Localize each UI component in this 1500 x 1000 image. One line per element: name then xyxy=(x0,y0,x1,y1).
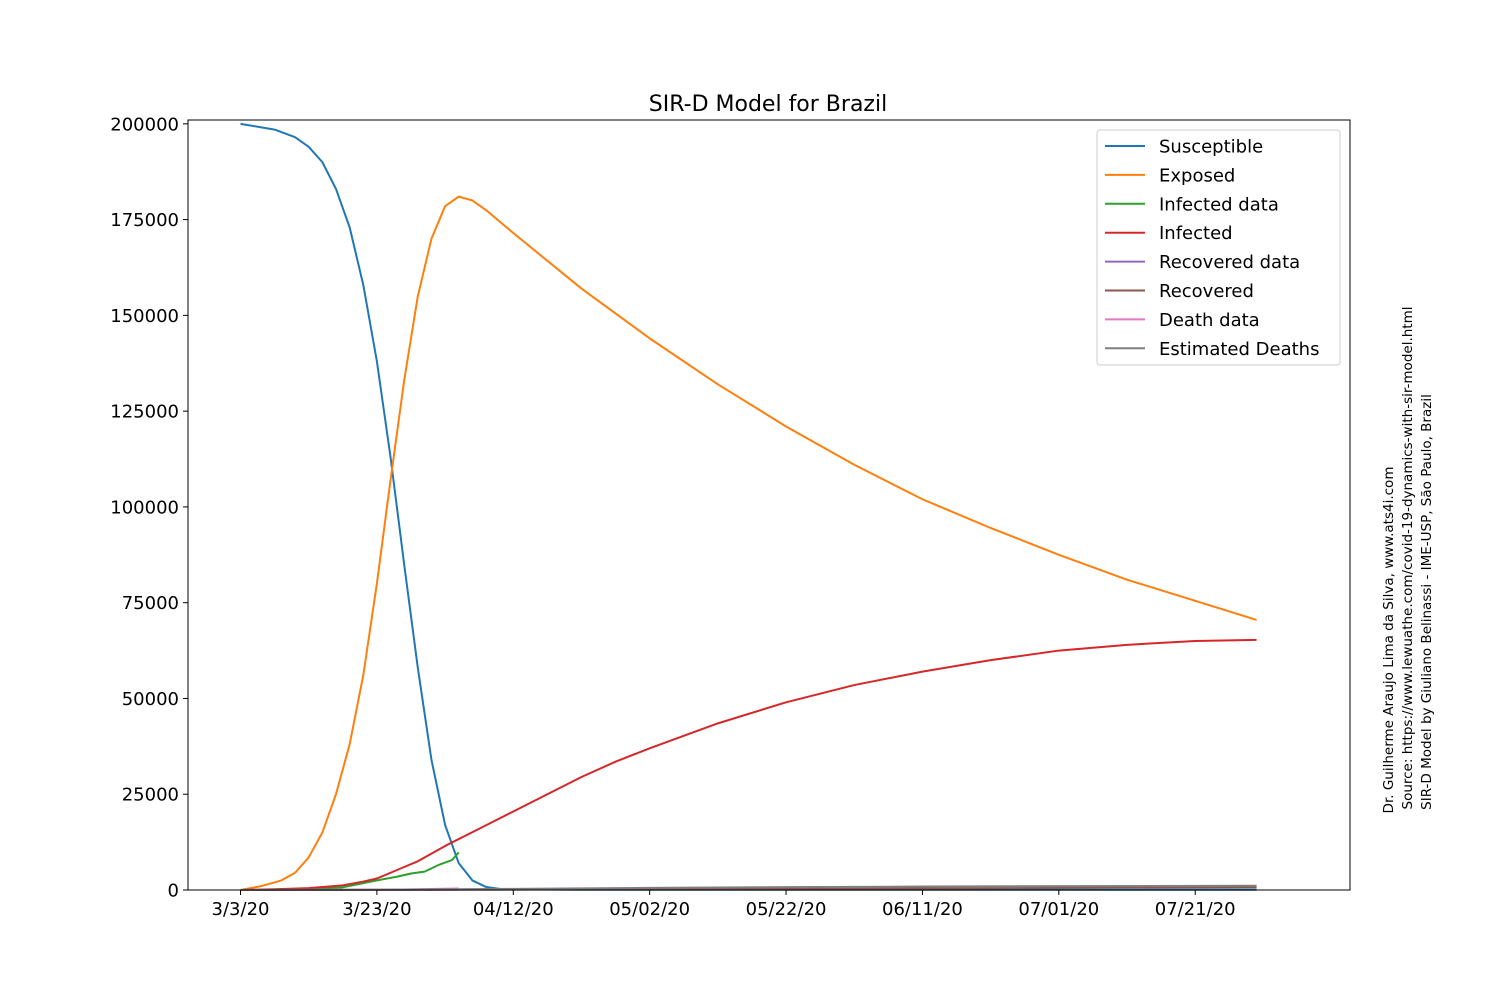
series-line-2 xyxy=(240,851,460,891)
side-note-author: Dr. Guilherme Araujo Lima da Silva, www.… xyxy=(1381,467,1397,814)
y-tick-label-4: 100000 xyxy=(110,497,179,518)
y-tick-label-3: 75000 xyxy=(122,593,179,614)
legend-label-7: Estimated Deaths xyxy=(1159,339,1319,360)
y-tick-label-7: 175000 xyxy=(110,210,179,231)
x-tick-label-6: 07/01/20 xyxy=(1018,899,1099,920)
y-tick-label-1: 25000 xyxy=(122,785,179,806)
side-note-model: SIR-D Model by Giuliano Belinassi - IME-… xyxy=(1419,394,1435,810)
legend-label-3: Infected xyxy=(1159,223,1233,244)
y-tick-label-8: 200000 xyxy=(110,114,179,135)
x-tick-label-1: 3/23/20 xyxy=(342,899,411,920)
legend-label-6: Death data xyxy=(1159,310,1260,331)
x-axis: 3/3/20 3/23/20 04/12/20 05/02/20 05/22/20 06/… xyxy=(212,890,1236,920)
legend-box xyxy=(1096,129,1341,366)
legend: Susceptible Exposed Infected data Infected R… xyxy=(1096,129,1341,366)
y-tick-label-2: 50000 xyxy=(122,689,179,710)
x-tick-label-5: 06/11/20 xyxy=(882,899,963,920)
y-tick-label-5: 125000 xyxy=(110,402,179,423)
legend-label-1: Exposed xyxy=(1159,165,1235,186)
x-tick-label-0: 3/3/20 xyxy=(212,899,270,920)
legend-label-5: Recovered xyxy=(1159,281,1254,302)
side-notes: Dr. Guilherme Araujo Lima da Silva, www.… xyxy=(1381,307,1435,814)
x-tick-label-2: 04/12/20 xyxy=(473,899,554,920)
series-line-1 xyxy=(240,195,1257,891)
y-axis: 0 25000 50000 75000 100000 125000 150000 175000… xyxy=(110,114,188,902)
legend-label-0: Susceptible xyxy=(1159,137,1263,158)
legend-label-4: Recovered data xyxy=(1159,252,1300,273)
legend-label-2: Infected data xyxy=(1159,194,1279,215)
plot-frame xyxy=(187,119,1351,891)
x-tick-label-4: 05/22/20 xyxy=(746,899,827,920)
x-tick-label-3: 05/02/20 xyxy=(609,899,690,920)
y-tick-label-6: 150000 xyxy=(110,306,179,327)
chart-title: SIR-D Model for Brazil xyxy=(649,92,887,117)
x-tick-label-7: 07/21/20 xyxy=(1155,899,1236,920)
side-note-source: Source: https://www.lewuathe.com/covid-1… xyxy=(1400,307,1416,810)
y-tick-label-0: 0 xyxy=(168,881,179,902)
series-line-3 xyxy=(240,638,1257,891)
